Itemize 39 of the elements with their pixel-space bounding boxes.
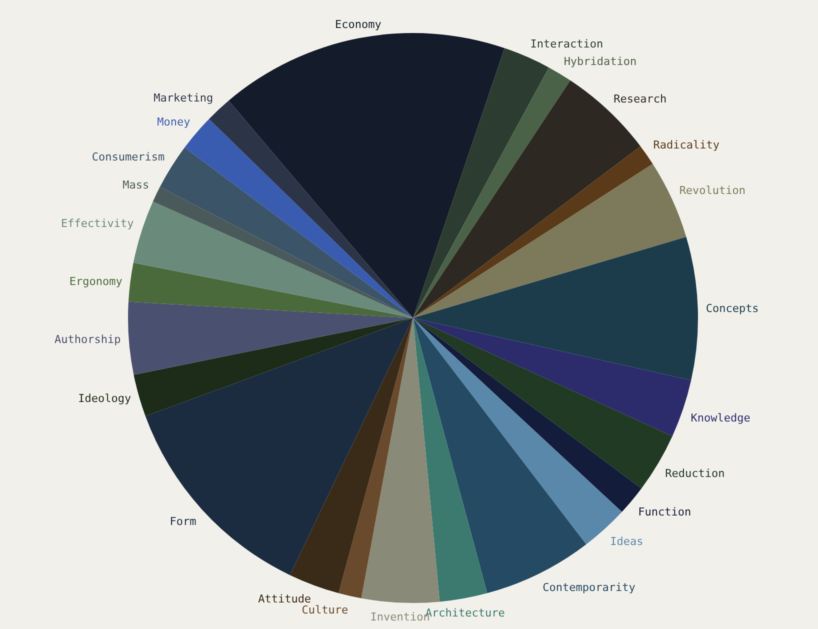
slice-label: Ideology bbox=[78, 392, 132, 405]
pie-slice bbox=[361, 318, 440, 603]
slice-label: Attitude bbox=[258, 592, 312, 606]
slice-label: Money bbox=[157, 116, 191, 129]
slice-label: Function bbox=[638, 506, 692, 519]
pie-slice bbox=[128, 302, 413, 375]
pie-slice bbox=[145, 318, 413, 576]
pie-slice bbox=[413, 67, 570, 318]
slice-label: Contemporarity bbox=[542, 580, 636, 594]
pie-slice bbox=[413, 318, 692, 436]
pie-slice bbox=[413, 318, 488, 602]
slice-label: Culture bbox=[302, 604, 348, 617]
slice-label: Interaction bbox=[530, 38, 604, 51]
slice-label: Knowledge bbox=[690, 411, 750, 424]
pie-slice bbox=[134, 318, 413, 416]
slice-label: Mass bbox=[122, 178, 150, 192]
slice-label: Form bbox=[170, 515, 197, 528]
slice-label: Ideas bbox=[610, 534, 644, 548]
slice-label: Ergonomy bbox=[69, 275, 123, 288]
slice-label: Reduction bbox=[665, 467, 725, 480]
slice-label: Authorship bbox=[54, 333, 121, 346]
pie-slice bbox=[133, 201, 413, 318]
pie-slice bbox=[413, 236, 698, 380]
pie-slice bbox=[338, 318, 413, 598]
pie-slice bbox=[128, 262, 413, 318]
pie-slice bbox=[413, 146, 653, 318]
slice-label: Consumerism bbox=[92, 150, 166, 164]
slice-label: Marketing bbox=[154, 92, 214, 105]
slice-label: Economy bbox=[335, 18, 382, 32]
slice-label: Revolution bbox=[679, 184, 746, 197]
slice-label: Radicality bbox=[653, 138, 720, 152]
slice-label: Research bbox=[614, 92, 667, 106]
pie-slice bbox=[290, 318, 413, 594]
slice-label: Effectivity bbox=[60, 217, 134, 230]
pie-slice bbox=[228, 34, 505, 318]
slice-label: Hybridation bbox=[564, 54, 637, 68]
pie-slice bbox=[413, 48, 549, 318]
slice-label: Concepts bbox=[706, 302, 759, 315]
pie-slice bbox=[152, 186, 413, 318]
